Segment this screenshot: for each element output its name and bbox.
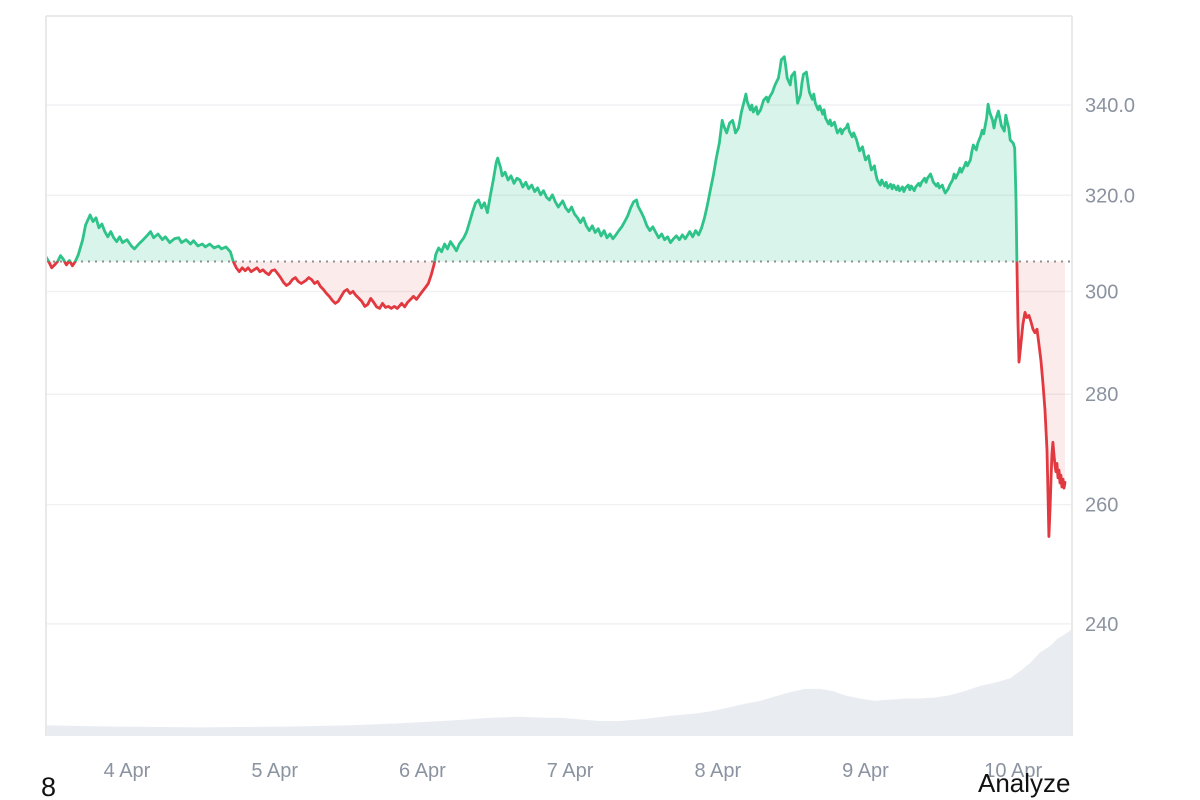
volume-area — [45, 629, 1073, 736]
svg-text:6 Apr: 6 Apr — [399, 760, 446, 782]
svg-text:9 Apr: 9 Apr — [842, 760, 889, 782]
svg-text:8 Apr: 8 Apr — [694, 760, 741, 782]
svg-text:340.0: 340.0 — [1085, 95, 1135, 117]
svg-text:10 Apr: 10 Apr — [984, 760, 1042, 782]
svg-text:7 Apr: 7 Apr — [547, 760, 594, 782]
price-area-down — [46, 261, 1065, 537]
price-line-down — [47, 261, 1067, 538]
svg-text:320.0: 320.0 — [1085, 185, 1135, 207]
svg-text:280: 280 — [1085, 384, 1118, 406]
gridlines — [46, 104, 1072, 625]
price-area-up — [46, 56, 1017, 262]
svg-text:4 Apr: 4 Apr — [104, 760, 151, 782]
clipped-page-text: 8 — [41, 772, 57, 800]
y-axis-labels: 340.0 320.0 300 280 260 240 — [1085, 95, 1135, 636]
svg-text:240: 240 — [1085, 614, 1118, 636]
analyze-button[interactable]: Analyze — [978, 768, 1071, 798]
plot-borders — [45, 15, 1073, 736]
svg-text:260: 260 — [1085, 495, 1118, 517]
svg-text:5 Apr: 5 Apr — [251, 760, 298, 782]
x-axis-labels: 4 Apr 5 Apr 6 Apr 7 Apr 8 Apr 9 Apr 10 Apr — [104, 760, 1043, 782]
svg-text:300: 300 — [1085, 281, 1118, 303]
price-line-up — [46, 55, 1019, 262]
